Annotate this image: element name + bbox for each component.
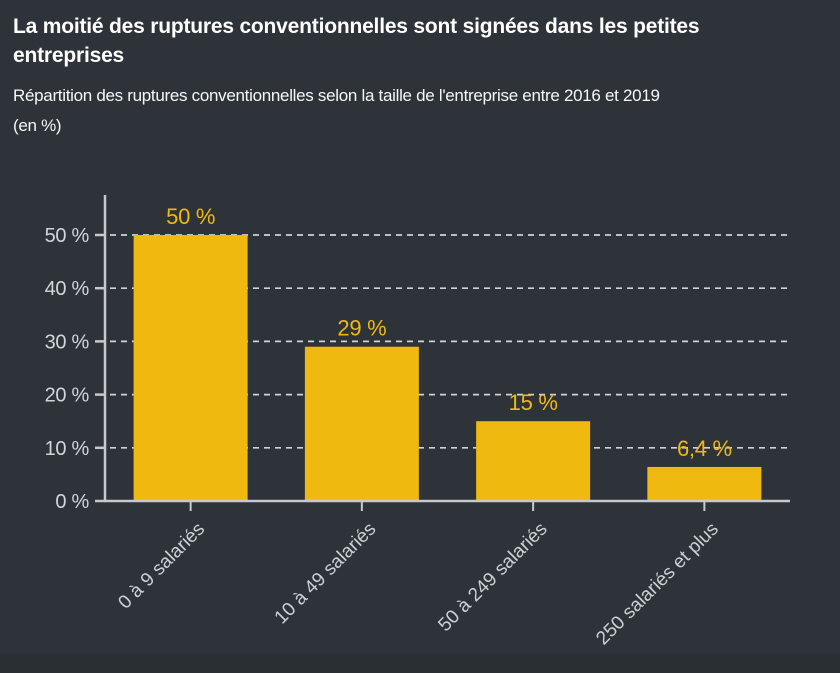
y-tick-label: 10 % bbox=[45, 438, 90, 460]
bar bbox=[133, 235, 248, 501]
chart-subtitle: Répartition des ruptures conventionnelle… bbox=[13, 85, 660, 105]
y-tick-label: 40 % bbox=[45, 278, 90, 300]
x-category-label: 50 à 249 salariés bbox=[434, 519, 551, 636]
x-category-label: 10 à 49 salariés bbox=[271, 519, 381, 629]
bar-value-label: 15 % bbox=[509, 390, 558, 415]
chart-header: La moitié des ruptures conventionnelles … bbox=[13, 13, 825, 136]
bar bbox=[476, 421, 591, 501]
x-category-label: 250 salariés et plus bbox=[592, 519, 723, 650]
y-tick-label: 20 % bbox=[45, 385, 90, 407]
chart-title: La moitié des ruptures conventionnelles … bbox=[13, 15, 700, 67]
bar-value-label: 29 % bbox=[337, 316, 386, 341]
x-category-label: 0 à 9 salariés bbox=[114, 519, 209, 614]
bar-value-label: 50 % bbox=[166, 204, 215, 229]
bar bbox=[304, 346, 419, 501]
bar bbox=[647, 466, 762, 501]
y-tick-label: 30 % bbox=[45, 331, 90, 353]
y-tick-label: 0 % bbox=[55, 491, 89, 513]
bar-value-label: 6,4 % bbox=[677, 436, 732, 461]
chart-unit-note: (en %) bbox=[13, 115, 62, 135]
y-tick-label: 50 % bbox=[45, 225, 90, 247]
footer-band bbox=[0, 654, 840, 673]
